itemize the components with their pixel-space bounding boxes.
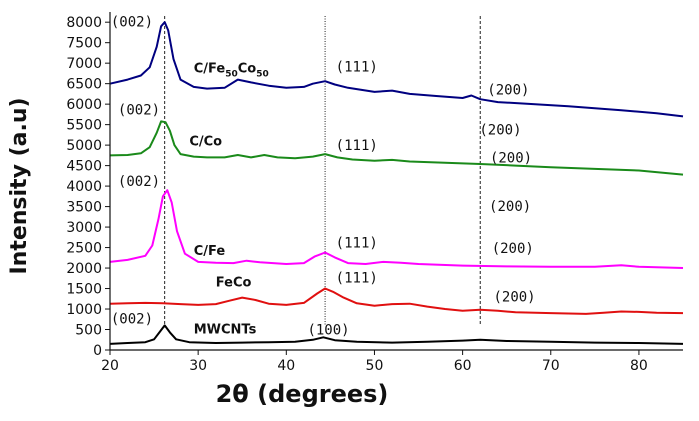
peak-annotation: (111) (336, 59, 378, 75)
x-tick-label: 50 (366, 358, 384, 374)
peak-annotation: (200) (479, 122, 521, 138)
peak-annotation: (111) (336, 138, 378, 154)
y-tick-label: 500 (75, 323, 102, 339)
x-tick-label: 70 (542, 358, 560, 374)
series-label: C/Fe (194, 244, 226, 259)
x-tick-label: 30 (189, 358, 207, 374)
y-tick-label: 5000 (66, 138, 102, 154)
y-axis-title: Intensity (a.u) (7, 97, 32, 274)
peak-annotation: (002) (111, 311, 153, 327)
series-line (109, 324, 684, 345)
x-tick-label: 40 (277, 358, 295, 374)
y-tick-label: 5500 (66, 118, 102, 134)
series-label: C/Co (189, 135, 222, 150)
reference-lines (164, 16, 481, 326)
peak-annotation: (200) (493, 290, 535, 306)
y-tick-label: 3500 (66, 200, 102, 216)
y-tick-label: 8000 (66, 15, 102, 31)
series-line (109, 189, 684, 269)
y-tick-label: 3000 (66, 220, 102, 236)
peak-annotations: (002) (111) (200) (002) (111) (200) (200) (002)… (111, 14, 536, 338)
y-tick-label: 2000 (66, 261, 102, 277)
series-label: FeCo (216, 275, 252, 290)
peak-annotation: (111) (336, 236, 378, 252)
y-tick-label: 7000 (66, 56, 102, 72)
series-line (109, 287, 684, 315)
y-tick-label: 1500 (66, 282, 102, 298)
peak-annotation: (200) (492, 241, 534, 257)
y-tick-label: 1000 (66, 302, 102, 318)
peak-annotation: (200) (490, 150, 532, 166)
series-label: MWCNTs (194, 323, 257, 338)
peak-annotation: (002) (118, 102, 160, 118)
y-tick-label: 6500 (66, 77, 102, 93)
peak-annotation: (200) (487, 83, 529, 99)
x-tick-label: 60 (454, 358, 472, 374)
peak-annotation: (002) (111, 14, 153, 30)
series-label: C/Fe50​Co50​ (194, 62, 269, 80)
y-tick-label: 4000 (66, 179, 102, 195)
axes: 20 30 40 50 60 70 80 0 500 1000 1500 2000 2500 3000 35… (66, 12, 683, 374)
x-axis-title: 2θ (degrees) (216, 380, 389, 408)
peak-annotation: (200) (489, 199, 531, 215)
series-layer (109, 21, 684, 345)
series-line (109, 120, 684, 176)
y-tick-label: 4500 (66, 159, 102, 175)
series-line (109, 21, 684, 118)
peak-annotation: (100) (307, 322, 349, 338)
x-tick-label: 80 (630, 358, 648, 374)
y-tick-label: 0 (93, 343, 102, 359)
series-labels: C/Fe50​Co50​ C/Co C/Fe FeCo MWCNTs (189, 62, 268, 338)
y-tick-label: 7500 (66, 36, 102, 52)
peak-annotation: (002) (118, 174, 160, 190)
y-tick-label: 2500 (66, 241, 102, 257)
peak-annotation: (111) (336, 270, 378, 286)
x-tick-label: 20 (101, 358, 119, 374)
y-tick-label: 6000 (66, 97, 102, 113)
